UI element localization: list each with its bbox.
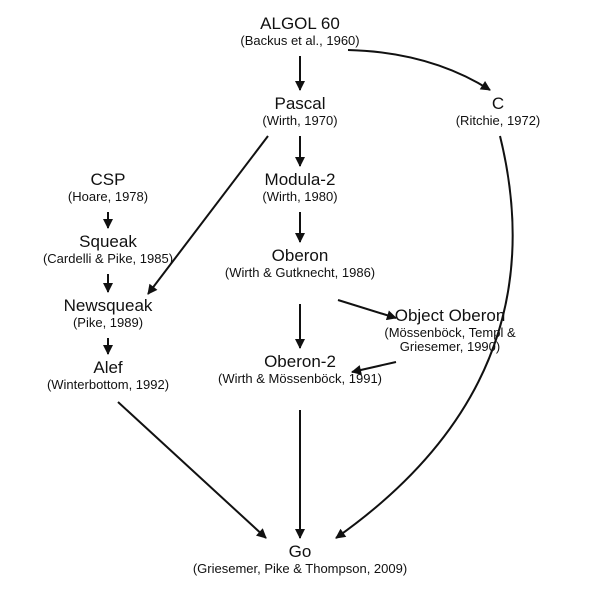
node-csp: CSP(Hoare, 1978): [68, 170, 148, 204]
node-subtitle: (Wirth, 1980): [262, 190, 337, 205]
node-alef: Alef(Winterbottom, 1992): [47, 358, 169, 392]
node-title: C: [456, 94, 541, 114]
node-subtitle: (Wirth & Mössenböck, 1991): [218, 372, 382, 387]
node-title: ALGOL 60: [240, 14, 359, 34]
node-title: Pascal: [262, 94, 337, 114]
node-algol60: ALGOL 60(Backus et al., 1960): [240, 14, 359, 48]
node-subtitle: (Winterbottom, 1992): [47, 378, 169, 393]
node-title: Modula-2: [262, 170, 337, 190]
node-oberon2: Oberon-2(Wirth & Mössenböck, 1991): [218, 352, 382, 386]
node-title: Object Oberon: [380, 306, 520, 326]
node-subtitle: (Wirth & Gutknecht, 1986): [225, 266, 375, 281]
node-title: Go: [193, 542, 407, 562]
node-subtitle: (Mössenböck, Templ & Griesemer, 1990): [380, 326, 520, 356]
node-subtitle: (Backus et al., 1960): [240, 34, 359, 49]
node-subtitle: (Wirth, 1970): [262, 114, 337, 129]
node-subtitle: (Hoare, 1978): [68, 190, 148, 205]
node-subtitle: (Ritchie, 1972): [456, 114, 541, 129]
node-objober: Object Oberon(Mössenböck, Templ & Griese…: [380, 306, 520, 355]
node-title: Alef: [47, 358, 169, 378]
node-c: C(Ritchie, 1972): [456, 94, 541, 128]
node-modula2: Modula-2(Wirth, 1980): [262, 170, 337, 204]
node-pascal: Pascal(Wirth, 1970): [262, 94, 337, 128]
edge-alef-to-go: [118, 402, 266, 538]
node-go: Go(Griesemer, Pike & Thompson, 2009): [193, 542, 407, 576]
node-title: Newsqueak: [64, 296, 153, 316]
edge-algol60-to-c: [348, 50, 490, 90]
node-subtitle: (Cardelli & Pike, 1985): [43, 252, 173, 267]
lineage-diagram: ALGOL 60(Backus et al., 1960)Pascal(Wirt…: [0, 0, 590, 600]
node-newsqueak: Newsqueak(Pike, 1989): [64, 296, 153, 330]
node-oberon: Oberon(Wirth & Gutknecht, 1986): [225, 246, 375, 280]
node-subtitle: (Pike, 1989): [64, 316, 153, 331]
node-title: Squeak: [43, 232, 173, 252]
node-title: Oberon: [225, 246, 375, 266]
node-subtitle: (Griesemer, Pike & Thompson, 2009): [193, 562, 407, 577]
node-title: CSP: [68, 170, 148, 190]
node-squeak: Squeak(Cardelli & Pike, 1985): [43, 232, 173, 266]
node-title: Oberon-2: [218, 352, 382, 372]
